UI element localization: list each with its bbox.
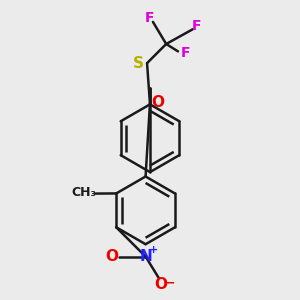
Text: +: + (149, 245, 158, 255)
Text: CH₃: CH₃ (72, 186, 97, 199)
Text: O: O (152, 95, 165, 110)
Text: F: F (145, 11, 155, 25)
Text: S: S (133, 56, 144, 70)
Text: O: O (105, 249, 118, 264)
Text: N: N (139, 249, 152, 264)
Text: −: − (164, 277, 175, 290)
Text: F: F (181, 46, 190, 60)
Text: O: O (154, 277, 167, 292)
Text: F: F (191, 19, 201, 33)
